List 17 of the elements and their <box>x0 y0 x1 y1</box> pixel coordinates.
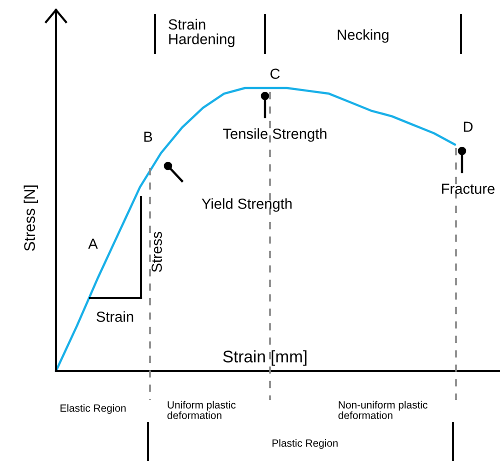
text: Non-uniform plastic deformation <box>338 400 428 420</box>
annotation: Fracture <box>442 184 494 194</box>
annotation: Stress <box>152 232 162 272</box>
x-axis-title: Strain [mm] <box>223 350 306 366</box>
annotation: B <box>144 132 152 142</box>
annotation: Yield Strength <box>202 198 292 212</box>
annotation: Strain <box>96 311 134 322</box>
annotation: D <box>464 122 473 132</box>
text: Strain Hardening <box>168 18 234 48</box>
y-axis-title: Stress [N] <box>24 186 38 251</box>
text: Plastic Region <box>272 439 338 449</box>
text: C <box>270 68 280 79</box>
text: Necking <box>338 29 388 43</box>
text: Elastic Region <box>60 404 126 414</box>
text: Uniform plastic deformation <box>167 400 236 420</box>
annotation: A <box>88 238 98 249</box>
annotation: Tensile Strength <box>223 128 326 142</box>
